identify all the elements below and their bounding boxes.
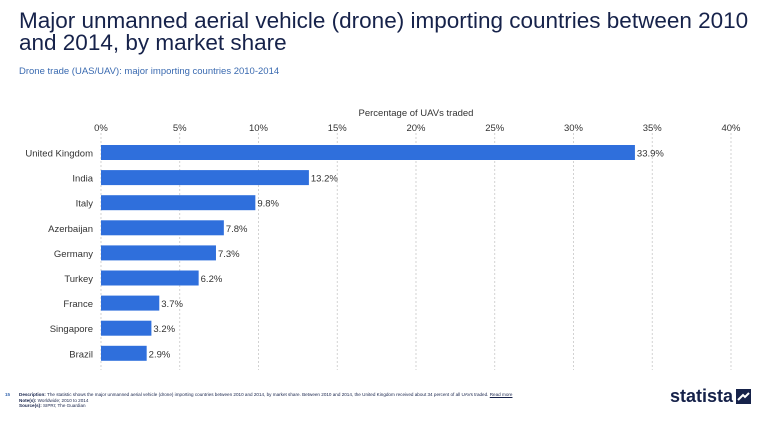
description-text: The statistic shows the major unmanned a… <box>47 392 489 397</box>
x-tick-label: 25% <box>485 123 505 134</box>
bar <box>101 245 216 261</box>
category-label: Turkey <box>64 274 93 285</box>
x-tick-label: 10% <box>249 123 269 134</box>
data-label: 6.2% <box>201 274 223 285</box>
category-label: Singapore <box>50 324 93 335</box>
bar <box>101 270 199 286</box>
x-tick-label: 30% <box>564 123 584 134</box>
footer-notes: Note(s): Worldwide; 2010 to 2014 <box>19 398 619 404</box>
data-label: 3.2% <box>153 324 175 335</box>
bar-chart: Percentage of UAVs traded 0% 5% 10% 15% 20% 25… <box>25 108 741 370</box>
bar <box>101 170 309 186</box>
description-label: Description: <box>19 392 46 397</box>
x-tick-label: 0% <box>94 123 108 134</box>
category-label: Germany <box>54 249 93 260</box>
data-label: 7.3% <box>218 249 240 260</box>
bar <box>101 195 256 211</box>
x-tick-label: 15% <box>328 123 348 134</box>
category-label: France <box>63 299 93 310</box>
statista-logo-icon <box>736 389 752 404</box>
x-axis-label: Percentage of UAVs traded <box>359 108 474 119</box>
bar <box>101 220 224 236</box>
page-number: 15 <box>5 392 11 397</box>
category-label: India <box>72 174 93 185</box>
x-tick-label: 40% <box>721 123 741 134</box>
bar <box>101 345 147 361</box>
x-tick-label: 20% <box>406 123 426 134</box>
chart-title: Major unmanned aerial vehicle (drone) im… <box>19 8 749 55</box>
category-label: United Kingdom <box>25 149 93 160</box>
data-label: 3.7% <box>161 299 183 310</box>
statista-logo[interactable]: statista <box>670 386 752 407</box>
x-tick-label: 5% <box>173 123 187 134</box>
bar <box>101 320 152 336</box>
x-tick-label: 35% <box>643 123 663 134</box>
bar <box>101 145 635 160</box>
notes-text: Worldwide; 2010 to 2014 <box>37 397 89 403</box>
chart-subtitle: Drone trade (UAS/UAV): major importing c… <box>19 66 280 77</box>
category-label: Azerbaijan <box>48 224 93 235</box>
bar <box>101 295 160 311</box>
data-label: 13.2% <box>311 174 338 185</box>
notes-label: Note(s): <box>19 397 37 403</box>
footer-sources: Source(s): SIPRI; The Guardian <box>19 403 619 409</box>
category-label: Brazil <box>69 349 93 360</box>
category-label: Italy <box>76 199 94 210</box>
sources-label: Source(s): <box>19 403 42 409</box>
data-label: 2.9% <box>149 349 171 360</box>
sources-text: SIPRI; The Guardian <box>43 403 86 409</box>
footer-description: Description: The statistic shows the maj… <box>19 392 619 398</box>
data-label: 7.8% <box>226 224 248 235</box>
brand-name: statista <box>670 386 734 406</box>
footer: 15 Description: The statistic shows the … <box>5 392 619 409</box>
data-label: 33.9% <box>637 149 664 160</box>
read-more-link[interactable]: Read more <box>489 392 513 397</box>
data-label: 9.8% <box>257 199 279 210</box>
